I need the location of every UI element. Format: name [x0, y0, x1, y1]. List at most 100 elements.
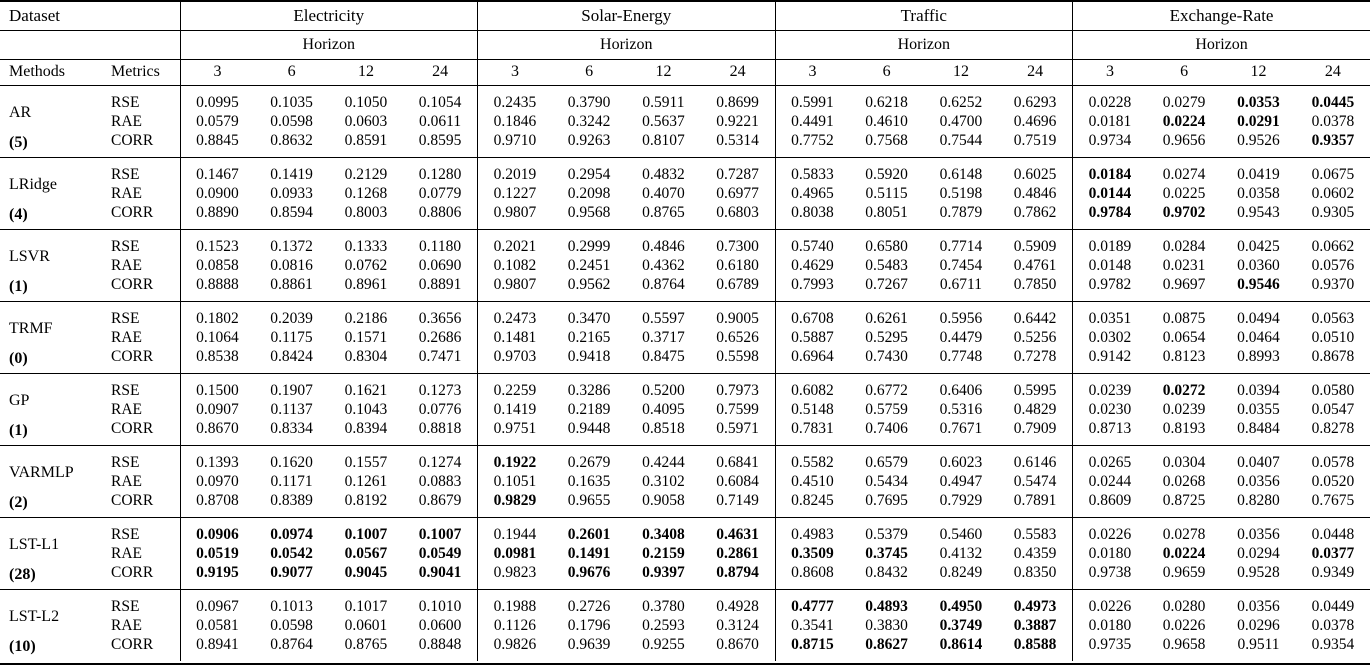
value-cell: 0.8614	[939, 635, 983, 653]
value-cell: 0.5295	[865, 328, 908, 346]
method-cell-lsvr: LSVR (1)	[0, 228, 102, 301]
value-cell: 0.8003	[344, 203, 388, 221]
value-cell: 0.8794	[716, 563, 759, 581]
value-cell: 0.2021	[477, 228, 552, 256]
value-cell: 0.2189	[567, 400, 611, 418]
row-trmf-rae: RAE 0.1064 0.1175 0.1571 0.2686 0.1481 0.2165 0…	[0, 327, 1370, 347]
value-cell: 0.4359	[1013, 544, 1057, 562]
value-cell: 0.6579	[849, 444, 924, 472]
value-cell: 0.5314	[716, 131, 759, 149]
value-cell: 0.9349	[1311, 563, 1355, 581]
value-cell: 0.9807	[477, 274, 552, 301]
value-cell: 0.8278	[1311, 419, 1355, 437]
value-cell: 0.0377	[1311, 544, 1355, 562]
value-cell: 0.5434	[865, 472, 908, 490]
value-cell: 0.7831	[774, 418, 850, 445]
value-cell: 0.8588	[1013, 635, 1057, 653]
value-cell: 0.1268	[344, 184, 388, 202]
value-cell: 0.0567	[344, 544, 388, 562]
value-cell: 0.2999	[551, 228, 627, 256]
method-name: TRMF	[9, 319, 53, 337]
method-count: (0)	[9, 349, 28, 367]
value-cell: 0.1064	[179, 327, 255, 347]
row-lst-l1-corr: CORR 0.9195 0.9077 0.9045 0.9041 0.9823 0.9676…	[0, 562, 1370, 589]
value-cell: 0.2601	[551, 516, 627, 544]
value-cell: 0.1137	[270, 400, 313, 418]
value-cell: 0.0970	[179, 471, 255, 491]
value-cell: 0.7993	[774, 274, 850, 301]
value-cell: 0.0598	[270, 112, 313, 130]
value-cell: 0.5460	[923, 516, 999, 544]
value-cell: 0.8993	[1237, 347, 1280, 365]
value-cell: 0.0602	[1311, 184, 1355, 202]
row-lsvr-rse: LSVR (1) RSE 0.1523 0.1372 0.1333 0.1180 0.2021…	[0, 228, 1370, 301]
horizon-3-header-electricity: 3	[179, 59, 255, 86]
value-cell: 0.2186	[328, 300, 404, 328]
value-cell: 0.0776	[418, 400, 462, 418]
dataset-header-exchange-rate: Exchange-Rate	[1072, 1, 1370, 31]
value-cell: 0.0933	[270, 184, 313, 202]
value-cell: 0.1333	[328, 228, 404, 256]
value-cell: 0.2165	[567, 328, 611, 346]
value-cell: 0.0268	[1162, 472, 1206, 490]
value-cell: 0.3509	[774, 543, 850, 563]
value-cell: 0.9142	[1072, 346, 1147, 373]
value-cell: 0.8424	[270, 347, 313, 365]
value-cell: 0.9738	[1072, 562, 1147, 589]
value-cell: 0.0284	[1146, 228, 1222, 256]
value-cell: 0.1035	[254, 84, 329, 112]
value-cell: 0.9751	[477, 418, 552, 445]
value-cell: 0.0180	[1072, 615, 1147, 635]
value-cell: 0.3749	[939, 616, 983, 634]
value-cell: 0.0291	[1237, 112, 1280, 130]
value-cell: 0.0239	[1072, 372, 1147, 400]
value-cell: 0.0662	[1295, 228, 1370, 256]
value-cell: 0.4610	[865, 112, 908, 130]
horizon-3-header-exchange-rate: 3	[1072, 59, 1147, 86]
value-cell: 0.0239	[1162, 400, 1206, 418]
value-cell: 0.1621	[328, 372, 404, 400]
method-count: (1)	[9, 277, 28, 295]
value-cell: 0.6082	[774, 372, 850, 400]
value-cell: 0.7891	[1013, 491, 1057, 509]
value-cell: 0.3102	[642, 472, 685, 490]
value-cell: 0.1557	[328, 444, 404, 472]
value-cell: 0.6406	[923, 372, 999, 400]
value-cell: 0.0228	[1072, 84, 1147, 112]
value-cell: 0.8764	[642, 275, 685, 293]
value-cell: 0.0378	[1311, 616, 1355, 634]
value-cell: 0.3470	[551, 300, 627, 328]
value-cell: 0.0226	[1072, 588, 1147, 616]
value-cell: 0.0355	[1237, 400, 1280, 418]
value-cell: 0.0578	[1295, 444, 1370, 472]
value-cell: 0.8245	[774, 490, 850, 517]
value-cell: 0.8123	[1162, 347, 1206, 365]
value-cell: 0.8961	[344, 275, 388, 293]
row-ar-rae: RAE 0.0579 0.0598 0.0603 0.0611 0.1846 0.3242 0…	[0, 111, 1370, 131]
value-cell: 0.9562	[567, 275, 611, 293]
value-cell: 0.5956	[923, 300, 999, 328]
value-cell: 0.9357	[1311, 131, 1355, 149]
value-cell: 0.5911	[626, 84, 701, 112]
value-cell: 0.5483	[865, 256, 908, 274]
value-cell: 0.0549	[418, 544, 462, 562]
row-varmlp-rse: VARMLP (2) RSE 0.1393 0.1620 0.1557 0.1274 0.19…	[0, 444, 1370, 517]
value-cell: 0.5991	[774, 84, 850, 112]
value-cell: 0.1500	[179, 372, 255, 400]
value-cell: 0.1944	[477, 516, 552, 544]
value-cell: 0.0907	[179, 399, 255, 419]
value-cell: 0.8699	[700, 84, 776, 112]
metric-label-rse: RSE	[102, 228, 181, 256]
horizon-6-header-solar-energy: 6	[551, 59, 627, 86]
value-cell: 0.1419	[477, 399, 552, 419]
row-lridge-corr: CORR 0.8890 0.8594 0.8003 0.8806 0.9807 0.9568…	[0, 202, 1370, 229]
value-cell: 0.7471	[418, 347, 462, 365]
value-cell: 0.3887	[1013, 616, 1057, 634]
metric-label-rae: RAE	[111, 472, 142, 490]
value-cell: 0.4777	[774, 588, 850, 616]
value-cell: 0.8484	[1237, 419, 1280, 437]
value-cell: 0.1082	[477, 255, 552, 275]
value-cell: 0.0520	[1311, 472, 1355, 490]
method-count: (10)	[9, 637, 36, 655]
value-cell: 0.0304	[1146, 444, 1222, 472]
